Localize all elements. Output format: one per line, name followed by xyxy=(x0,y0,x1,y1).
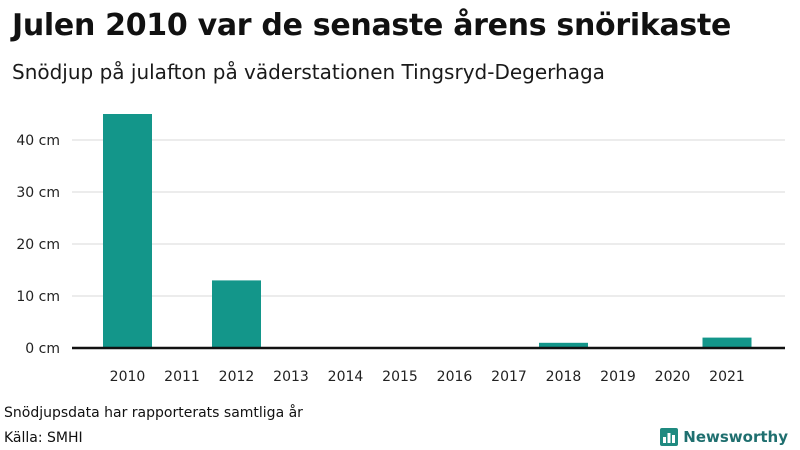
x-tick-label: 2012 xyxy=(219,369,255,385)
chart-subtitle: Snödjup på julafton på väderstationen Ti… xyxy=(12,60,605,84)
y-tick-label: 20 cm xyxy=(16,237,60,253)
y-tick-label: 40 cm xyxy=(16,133,60,149)
x-tick-label: 2021 xyxy=(709,369,745,385)
chart-title: Julen 2010 var de senaste årens snörikas… xyxy=(12,8,732,43)
x-tick-label: 2013 xyxy=(273,369,309,385)
x-tick-label: 2017 xyxy=(491,369,527,385)
x-tick-label: 2016 xyxy=(437,369,473,385)
y-tick-label: 30 cm xyxy=(16,185,60,201)
x-tick-label: 2019 xyxy=(600,369,636,385)
bar xyxy=(539,342,588,348)
newsworthy-logo: Newsworthy xyxy=(660,428,788,446)
x-tick-label: 2020 xyxy=(655,369,691,385)
x-tick-label: 2018 xyxy=(546,369,582,385)
brand-name: Newsworthy xyxy=(683,428,788,446)
x-tick-label: 2014 xyxy=(328,369,364,385)
chart-source: Källa: SMHI xyxy=(4,430,83,446)
bar xyxy=(702,337,752,348)
x-tick-label: 2010 xyxy=(110,369,146,385)
bar-chart: 0 cm 10 cm 20 cm 30 cm 40 cm 2010 2011 2012 2013… xyxy=(16,114,785,385)
y-tick-label: 0 cm xyxy=(25,341,60,357)
bar-chart-icon xyxy=(660,428,679,446)
x-tick-label: 2011 xyxy=(164,369,200,385)
bar xyxy=(212,280,261,348)
x-tick-label: 2015 xyxy=(382,369,418,385)
bar xyxy=(103,114,152,348)
y-tick-label: 10 cm xyxy=(16,289,60,305)
chart-note: Snödjupsdata har rapporterats samtliga å… xyxy=(4,405,303,421)
